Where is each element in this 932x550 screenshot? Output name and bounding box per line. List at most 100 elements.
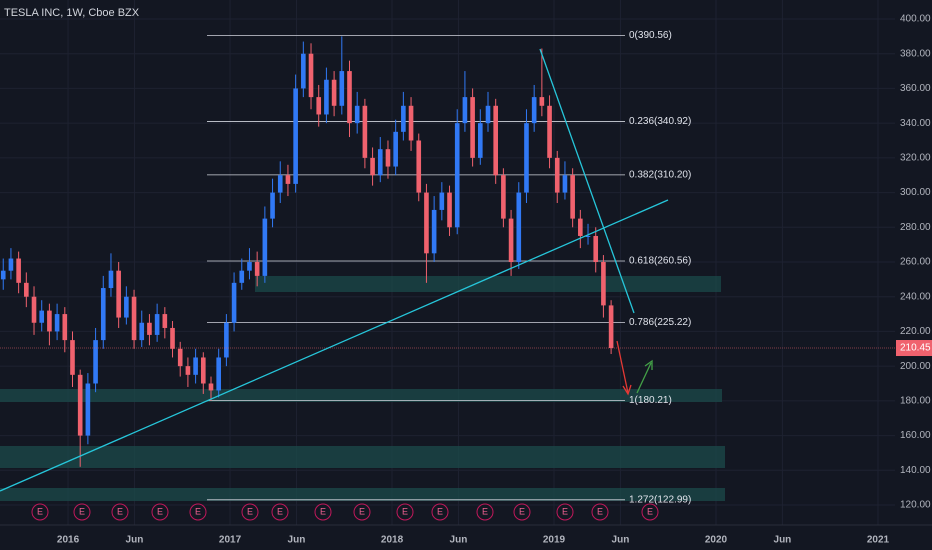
candle-body — [239, 270, 245, 283]
arrow-up — [636, 359, 653, 394]
candle-body — [224, 322, 229, 358]
candle-body — [185, 366, 191, 375]
earnings-label: E — [157, 506, 163, 516]
candle-body — [216, 357, 221, 391]
fib-label: 0.786(225.22) — [629, 317, 691, 328]
candle-body — [362, 105, 368, 158]
candle-body — [124, 296, 129, 318]
candle-body — [578, 218, 583, 236]
candle-body — [470, 97, 475, 158]
candle-body — [601, 262, 606, 306]
y-tick-label: 280.00 — [900, 222, 931, 233]
zone — [0, 488, 725, 501]
y-tick-label: 260.00 — [900, 257, 931, 268]
candle-body — [516, 192, 522, 263]
candle-body — [31, 296, 37, 323]
candle-body — [339, 71, 345, 106]
candle-body — [116, 270, 121, 318]
candle-body — [70, 340, 75, 375]
candle-body — [462, 97, 468, 124]
earnings-label: E — [437, 506, 443, 516]
y-tick-label: 400.00 — [900, 14, 931, 25]
candle-body — [493, 105, 499, 176]
x-tick-label: Jun — [774, 535, 792, 546]
candle-body — [277, 175, 283, 193]
candle-body — [324, 79, 329, 115]
earnings-label: E — [597, 506, 603, 516]
earnings-marker — [641, 503, 659, 521]
candle-body — [47, 310, 52, 332]
candle-body — [8, 258, 14, 271]
earnings-label: E — [277, 506, 283, 516]
earnings-marker — [476, 503, 494, 521]
candle-body — [393, 131, 398, 167]
earnings-marker — [513, 503, 531, 521]
candle-body — [162, 314, 168, 328]
candle-body — [147, 322, 152, 335]
x-tick-label: Jun — [288, 535, 306, 546]
candle-body — [285, 175, 291, 184]
trendline — [0, 199, 669, 492]
earnings-label: E — [37, 506, 43, 516]
earnings-marker — [396, 503, 414, 521]
earnings-marker — [353, 503, 371, 521]
candle-body — [331, 79, 337, 106]
candle-body — [431, 209, 437, 254]
earnings-marker — [556, 503, 574, 521]
fib-label: 0.618(260.56) — [629, 256, 691, 267]
y-tick-label: 220.00 — [900, 326, 931, 337]
candle-body — [424, 192, 429, 254]
x-tick-label: 2020 — [705, 535, 728, 546]
candle-body — [477, 123, 483, 158]
candle-body — [377, 149, 383, 176]
candle-body — [447, 192, 452, 228]
zone — [0, 389, 722, 402]
y-tick-label: 120.00 — [900, 500, 931, 511]
earnings-marker — [591, 503, 609, 521]
fib-label: 0(390.56) — [629, 30, 672, 41]
candle-body — [54, 314, 60, 332]
candle-body — [100, 288, 106, 341]
candle-body — [24, 282, 29, 297]
y-tick-label: 300.00 — [900, 187, 931, 198]
candle-body — [531, 97, 537, 124]
candle-body — [501, 175, 506, 219]
candle-body — [454, 123, 460, 228]
candle-body — [585, 235, 591, 237]
earnings-label: E — [359, 506, 365, 516]
earnings-marker — [314, 503, 332, 521]
fib-label: 0.382(310.20) — [629, 170, 691, 181]
candle-body — [170, 327, 175, 349]
x-tick-label: 2016 — [57, 535, 80, 546]
earnings-marker — [241, 503, 259, 521]
earnings-label: E — [117, 506, 123, 516]
x-tick-label: Jun — [612, 535, 630, 546]
last-price-box — [896, 340, 932, 357]
earnings-marker — [151, 503, 169, 521]
earnings-marker — [31, 503, 49, 521]
candle-body — [247, 262, 252, 271]
earnings-label: E — [79, 506, 85, 516]
candle-body — [416, 140, 422, 193]
candle-body — [554, 157, 560, 193]
candle-body — [208, 383, 214, 391]
candle-body — [301, 53, 306, 89]
fib-label: 1(180.21) — [629, 395, 672, 406]
y-tick-label: 160.00 — [900, 430, 931, 441]
y-tick-label: 180.00 — [900, 396, 931, 407]
candle-body — [401, 105, 406, 132]
fib-label: 1.272(122.99) — [629, 494, 691, 505]
y-tick-label: 320.00 — [900, 153, 931, 164]
earnings-marker — [73, 503, 91, 521]
candle-body — [354, 105, 360, 124]
candle-body — [408, 105, 414, 141]
trendline — [539, 48, 635, 314]
y-tick-label: 200.00 — [900, 361, 931, 372]
candle-body — [39, 310, 45, 323]
candle-body — [508, 218, 514, 263]
candle-body — [254, 262, 260, 276]
x-tick-label: 2021 — [867, 535, 890, 546]
candle-body — [154, 314, 160, 335]
candle-body — [570, 175, 575, 219]
